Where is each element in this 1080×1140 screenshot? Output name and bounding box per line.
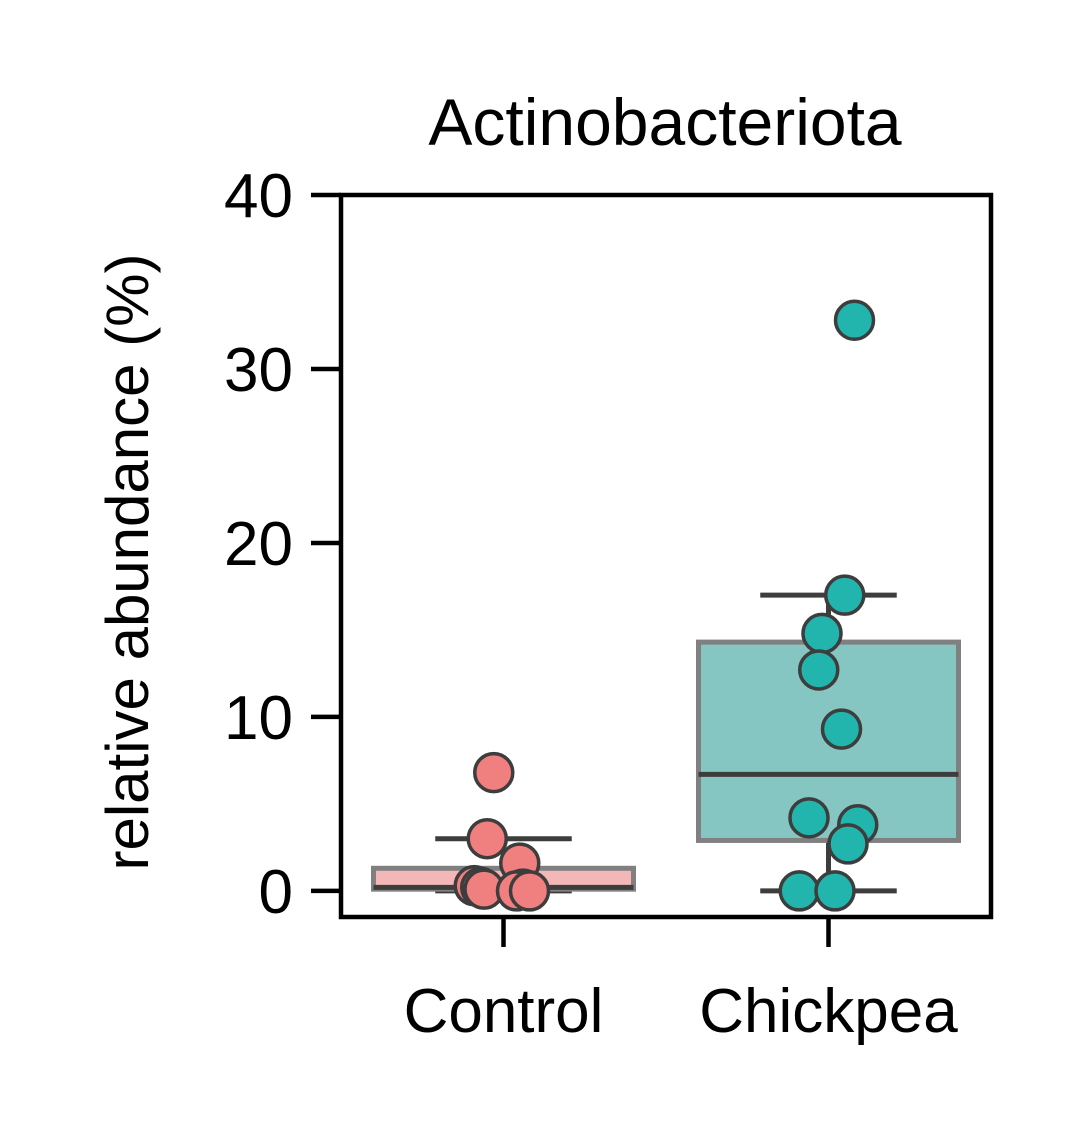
y-tick-label-0: 0 — [259, 858, 293, 927]
x-tick-label-chickpea: Chickpea — [699, 977, 958, 1046]
y-tick-label-30: 30 — [224, 336, 293, 405]
data-point-chickpea-14 — [788, 797, 830, 839]
data-point-chickpea-17 — [778, 870, 820, 912]
data-point-chickpea-10 — [824, 574, 866, 616]
plot-frame — [338, 192, 994, 920]
data-point-control-0 — [473, 751, 515, 794]
y-tick-label-40: 40 — [224, 162, 293, 231]
data-point-chickpea-9 — [833, 299, 876, 342]
plot-area: 0 10 20 30 40 Control Chickpea — [224, 162, 994, 1046]
y-axis-label: relative abundance (%) — [94, 253, 161, 870]
data-point-control-1 — [466, 817, 508, 860]
data-point-chickpea-18 — [814, 870, 856, 912]
x-tick-label-control: Control — [404, 977, 604, 1046]
y-tick-label-10: 10 — [224, 684, 293, 753]
data-point-chickpea-11 — [801, 612, 843, 655]
data-point-chickpea-13 — [820, 708, 863, 750]
chart-title: Actinobacteriota — [428, 85, 902, 159]
data-point-chickpea-16 — [827, 823, 869, 865]
data-point-control-8 — [508, 870, 551, 912]
data-point-chickpea-12 — [798, 649, 840, 691]
y-tick-label-20: 20 — [224, 510, 293, 579]
